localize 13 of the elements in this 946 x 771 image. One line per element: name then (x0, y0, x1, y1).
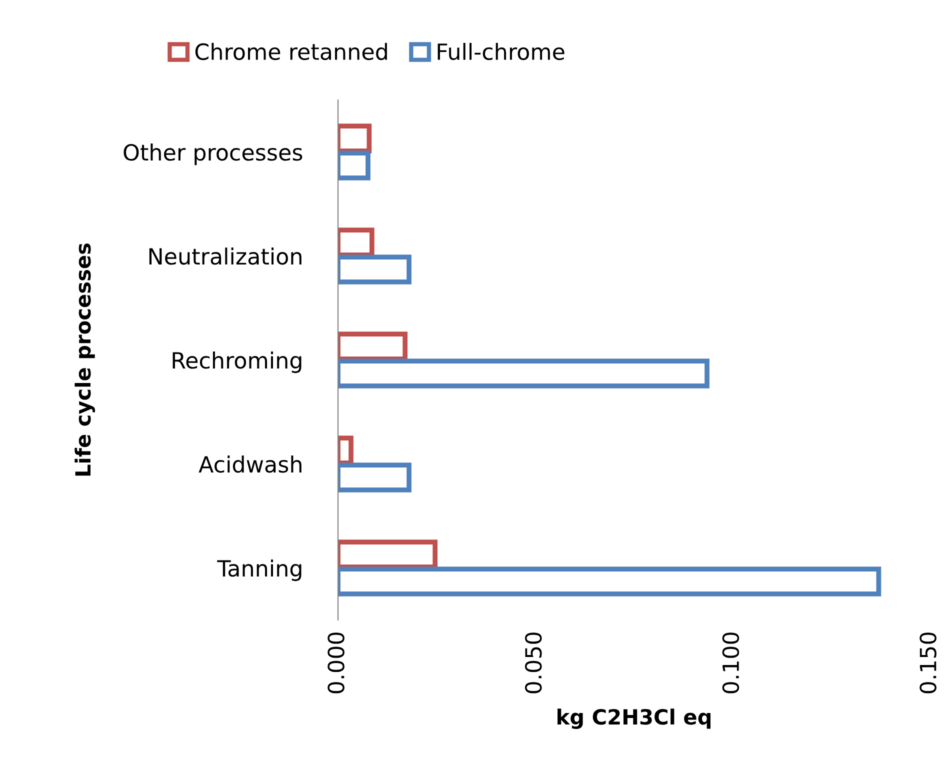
y-tick-label: Neutralization (149, 248, 302, 265)
x-tick-label: 0.150 (920, 632, 936, 694)
legend-label: Chrome retanned (195, 42, 387, 60)
y-tick-label: Acidwash (198, 456, 302, 473)
y-axis-title: Life cycle processes (74, 244, 95, 476)
y-tick-label: Other processes (124, 144, 302, 166)
legend-label: Full-chrome (438, 42, 564, 60)
x-axis-title: kg C2H3Cl eq (558, 708, 710, 729)
x-tick-label: 0.100 (722, 632, 740, 694)
y-tick-label: Rechroming (172, 352, 302, 374)
x-tick-label: 0.000 (328, 632, 344, 694)
y-tick-label: Tanning (217, 560, 302, 582)
x-tick-label: 0.050 (524, 632, 542, 694)
